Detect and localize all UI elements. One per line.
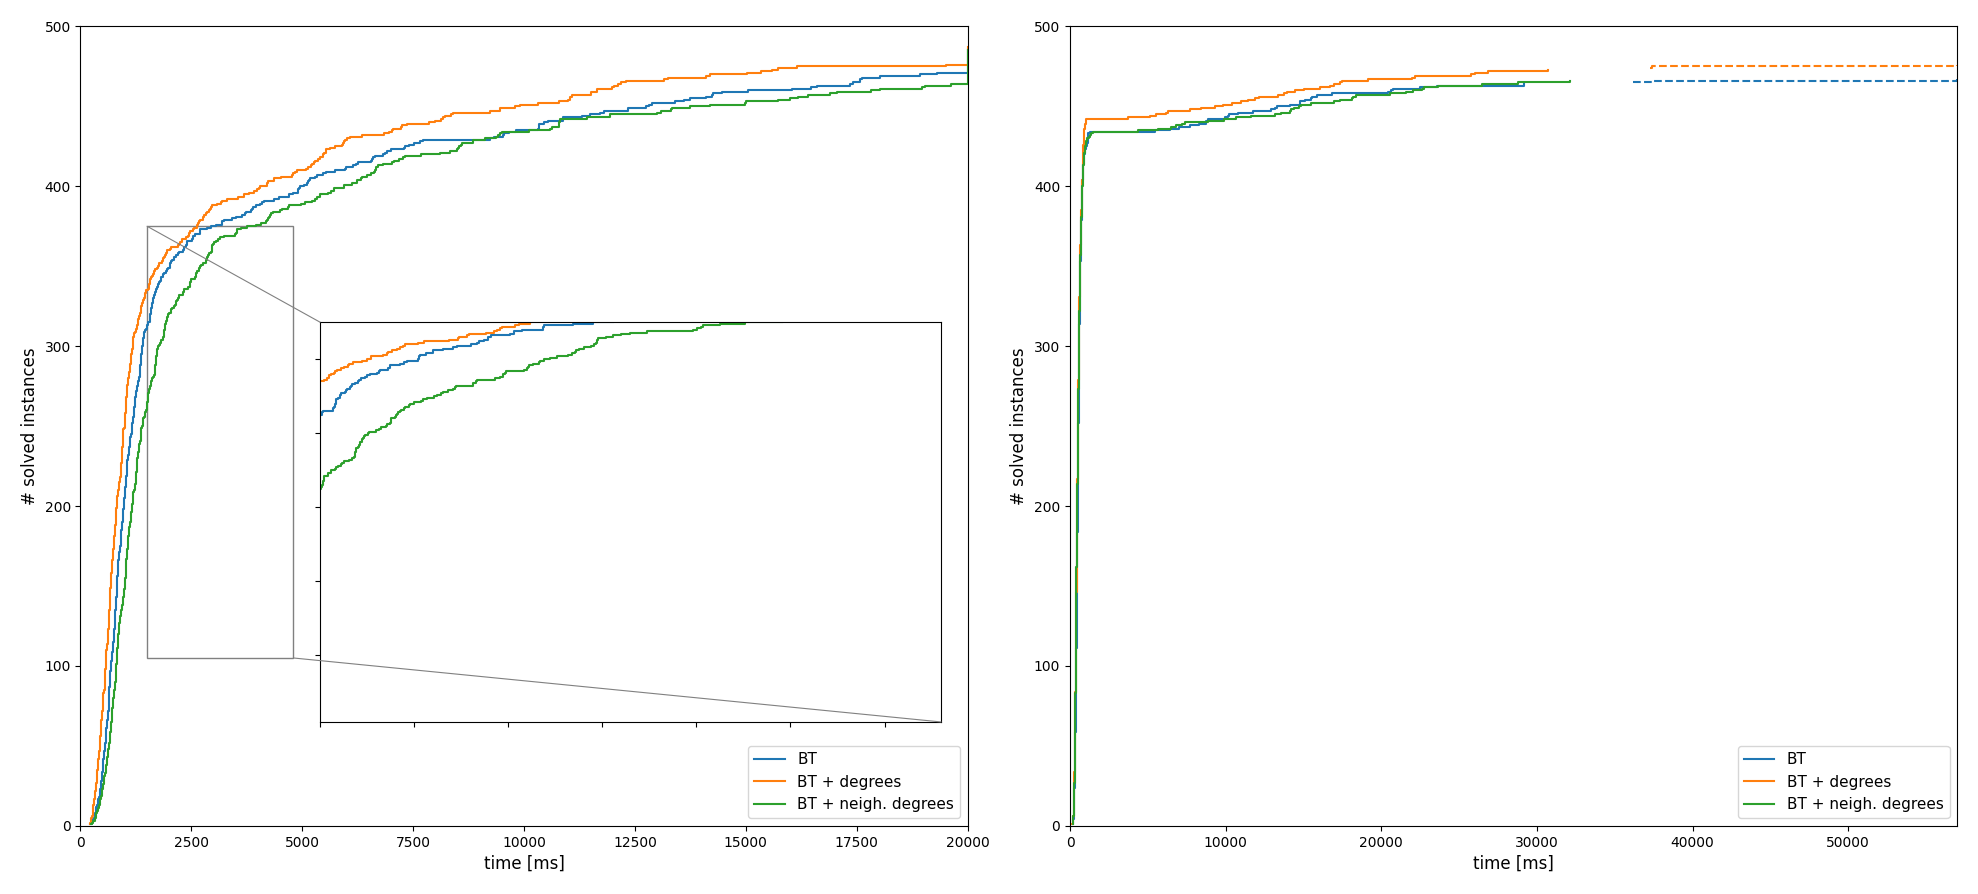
BT + degrees xyxy=(77,819,101,830)
BT xyxy=(1195,115,1218,126)
BT + neigh. degrees xyxy=(955,45,979,55)
BT xyxy=(1064,595,1088,606)
Y-axis label: # solved instances: # solved instances xyxy=(22,347,40,505)
BT xyxy=(1066,369,1090,380)
BT + degrees xyxy=(1062,813,1086,823)
Bar xyxy=(146,226,293,658)
Legend: BT, BT + degrees, BT + neigh. degrees: BT, BT + degrees, BT + neigh. degrees xyxy=(748,746,959,818)
BT + degrees xyxy=(1068,235,1092,246)
BT + neigh. degrees xyxy=(1064,664,1088,675)
Line: BT + neigh. degrees: BT + neigh. degrees xyxy=(1072,80,1571,824)
BT + neigh. degrees xyxy=(1062,774,1086,785)
BT + neigh. degrees xyxy=(1064,718,1088,729)
X-axis label: time [ms]: time [ms] xyxy=(485,856,564,873)
BT xyxy=(121,422,144,433)
BT xyxy=(955,45,979,55)
BT + neigh. degrees xyxy=(101,697,125,708)
BT + neigh. degrees xyxy=(1412,81,1436,92)
BT + neigh. degrees xyxy=(131,422,154,433)
BT xyxy=(79,819,103,830)
BT + degrees xyxy=(1064,543,1088,553)
BT + neigh. degrees xyxy=(1064,579,1088,590)
Legend: BT, BT + degrees, BT + neigh. degrees: BT, BT + degrees, BT + neigh. degrees xyxy=(1737,746,1950,818)
X-axis label: time [ms]: time [ms] xyxy=(1474,856,1555,873)
BT + degrees xyxy=(1537,64,1561,75)
Line: BT: BT xyxy=(91,50,967,824)
BT + neigh. degrees xyxy=(1072,158,1096,169)
BT + degrees xyxy=(1064,537,1088,548)
BT xyxy=(1068,312,1092,323)
BT xyxy=(1060,819,1084,830)
BT xyxy=(251,195,275,206)
BT + neigh. degrees xyxy=(103,689,127,700)
Line: BT + degrees: BT + degrees xyxy=(1072,70,1549,824)
BT + degrees xyxy=(1062,774,1086,785)
BT + degrees xyxy=(105,513,129,524)
Line: BT + degrees: BT + degrees xyxy=(89,47,967,824)
BT xyxy=(97,689,121,700)
BT + degrees xyxy=(526,97,550,108)
BT xyxy=(97,704,121,714)
BT + degrees xyxy=(313,148,336,158)
BT + degrees xyxy=(125,325,148,335)
BT xyxy=(1064,622,1088,633)
BT + neigh. degrees xyxy=(79,819,103,830)
BT + degrees xyxy=(1060,819,1084,830)
BT + neigh. degrees xyxy=(101,704,125,714)
BT + degrees xyxy=(955,42,979,53)
BT + degrees xyxy=(1066,513,1090,524)
BT + neigh. degrees xyxy=(301,195,324,206)
BT xyxy=(97,697,121,708)
BT + neigh. degrees xyxy=(1559,75,1582,86)
Line: BT + neigh. degrees: BT + neigh. degrees xyxy=(91,50,967,824)
Line: BT: BT xyxy=(1072,84,1525,824)
Y-axis label: # solved instances: # solved instances xyxy=(1011,347,1029,505)
BT + neigh. degrees xyxy=(1060,819,1084,830)
BT xyxy=(552,112,576,122)
BT + degrees xyxy=(605,79,629,89)
BT xyxy=(1513,79,1537,89)
BT xyxy=(1064,683,1088,694)
BT + degrees xyxy=(372,128,396,139)
BT + neigh. degrees xyxy=(576,112,599,122)
